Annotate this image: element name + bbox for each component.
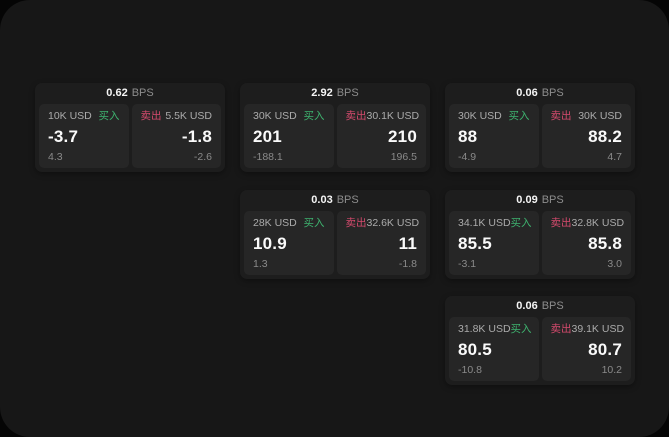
buy-label: 买入	[303, 217, 325, 229]
buy-price: 88	[458, 126, 478, 146]
spread-header: 0.03 BPS	[244, 190, 426, 211]
buy-label: 买入	[510, 217, 532, 229]
sell-panel[interactable]: 卖出 32.6K USD 11 -1.8	[336, 211, 426, 275]
sell-change: -2.6	[193, 150, 212, 163]
buy-panel[interactable]: 34.1K USD 买入 85.5 -3.1	[449, 211, 539, 275]
buy-panel[interactable]: 30K USD 买入 88 -4.9	[449, 104, 539, 168]
bps-unit-label: BPS	[541, 87, 564, 99]
sell-label: 卖出	[550, 323, 572, 335]
buy-panel[interactable]: 30K USD 买入 201 -188.1	[244, 104, 334, 168]
quote-card: 0.62 BPS 10K USD 买入 -3.7 4.3 卖出 5.5K USD…	[35, 83, 225, 172]
quote-panels: 10K USD 买入 -3.7 4.3 卖出 5.5K USD -1.8 -2.…	[39, 104, 221, 168]
spread-value: 0.06	[516, 87, 538, 99]
quote-card: 0.09 BPS 34.1K USD 买入 85.5 -3.1 卖出 32.8K…	[445, 190, 635, 279]
buy-label: 买入	[303, 110, 325, 122]
quote-panels: 30K USD 买入 88 -4.9 卖出 30K USD 88.2 4.7	[449, 104, 631, 168]
buy-amount: 30K USD	[458, 110, 502, 122]
sell-price: 11	[398, 233, 417, 253]
spread-header: 0.09 BPS	[449, 190, 631, 211]
buy-amount: 10K USD	[48, 110, 92, 122]
buy-change: -4.9	[458, 150, 477, 163]
spread-header: 0.62 BPS	[39, 83, 221, 104]
buy-panel[interactable]: 10K USD 买入 -3.7 4.3	[39, 104, 129, 168]
buy-panel[interactable]: 31.8K USD 买入 80.5 -10.8	[449, 317, 539, 381]
sell-panel[interactable]: 卖出 30K USD 88.2 4.7	[541, 104, 631, 168]
sell-change: 4.7	[607, 150, 622, 163]
spread-value: 0.62	[106, 87, 128, 99]
quote-panels: 31.8K USD 买入 80.5 -10.8 卖出 39.1K USD 80.…	[449, 317, 631, 381]
quote-panels: 28K USD 买入 10.9 1.3 卖出 32.6K USD 11 -1.8	[244, 211, 426, 275]
sell-label: 卖出	[140, 110, 162, 122]
sell-label: 卖出	[550, 217, 572, 229]
buy-price: -3.7	[48, 126, 79, 146]
sell-label: 卖出	[345, 217, 367, 229]
sell-panel[interactable]: 卖出 5.5K USD -1.8 -2.6	[131, 104, 221, 168]
sell-change: 10.2	[601, 363, 622, 376]
buy-change: 1.3	[253, 257, 268, 270]
quote-card: 0.03 BPS 28K USD 买入 10.9 1.3 卖出 32.6K US…	[240, 190, 430, 279]
buy-change: -188.1	[253, 150, 283, 163]
sell-panel[interactable]: 卖出 30.1K USD 210 196.5	[336, 104, 426, 168]
buy-price: 10.9	[253, 233, 287, 253]
sell-amount: 30.1K USD	[366, 110, 420, 122]
buy-amount: 34.1K USD	[458, 217, 511, 229]
sell-price: 210	[388, 126, 417, 146]
spread-header: 0.06 BPS	[449, 296, 631, 317]
buy-price: 80.5	[458, 339, 492, 359]
spread-header: 0.06 BPS	[449, 83, 631, 104]
bps-unit-label: BPS	[336, 87, 359, 99]
buy-label: 买入	[98, 110, 120, 122]
sell-amount: 32.8K USD	[571, 217, 625, 229]
bps-unit-label: BPS	[541, 300, 564, 312]
spread-header: 2.92 BPS	[244, 83, 426, 104]
sell-price: 80.7	[588, 339, 622, 359]
buy-amount: 30K USD	[253, 110, 297, 122]
sell-price: -1.8	[181, 126, 212, 146]
quote-card: 0.06 BPS 31.8K USD 买入 80.5 -10.8 卖出 39.1…	[445, 296, 635, 385]
sell-change: -1.8	[398, 257, 417, 270]
spread-value: 0.03	[311, 194, 333, 206]
buy-amount: 28K USD	[253, 217, 297, 229]
sell-panel[interactable]: 卖出 39.1K USD 80.7 10.2	[541, 317, 631, 381]
sell-change: 196.5	[390, 150, 417, 163]
sell-label: 卖出	[550, 110, 572, 122]
bps-unit-label: BPS	[336, 194, 359, 206]
buy-change: 4.3	[48, 150, 63, 163]
quote-panels: 30K USD 买入 201 -188.1 卖出 30.1K USD 210 1…	[244, 104, 426, 168]
buy-price: 201	[253, 126, 282, 146]
sell-panel[interactable]: 卖出 32.8K USD 85.8 3.0	[541, 211, 631, 275]
sell-amount: 39.1K USD	[571, 323, 625, 335]
quote-card: 0.06 BPS 30K USD 买入 88 -4.9 卖出 30K USD 8…	[445, 83, 635, 172]
buy-label: 买入	[508, 110, 530, 122]
bps-unit-label: BPS	[541, 194, 564, 206]
buy-amount: 31.8K USD	[458, 323, 511, 335]
spread-value: 2.92	[311, 87, 333, 99]
buy-price: 85.5	[458, 233, 492, 253]
spread-value: 0.06	[516, 300, 538, 312]
buy-panel[interactable]: 28K USD 买入 10.9 1.3	[244, 211, 334, 275]
sell-amount: 32.6K USD	[366, 217, 420, 229]
buy-label: 买入	[510, 323, 532, 335]
sell-amount: 5.5K USD	[165, 110, 212, 122]
sell-label: 卖出	[345, 110, 367, 122]
buy-change: -10.8	[458, 363, 482, 376]
quote-card: 2.92 BPS 30K USD 买入 201 -188.1 卖出 30.1K …	[240, 83, 430, 172]
quote-panels: 34.1K USD 买入 85.5 -3.1 卖出 32.8K USD 85.8…	[449, 211, 631, 275]
buy-change: -3.1	[458, 257, 477, 270]
sell-amount: 30K USD	[578, 110, 622, 122]
sell-price: 85.8	[588, 233, 622, 253]
sell-price: 88.2	[588, 126, 622, 146]
spread-value: 0.09	[516, 194, 538, 206]
sell-change: 3.0	[607, 257, 622, 270]
bps-unit-label: BPS	[131, 87, 154, 99]
